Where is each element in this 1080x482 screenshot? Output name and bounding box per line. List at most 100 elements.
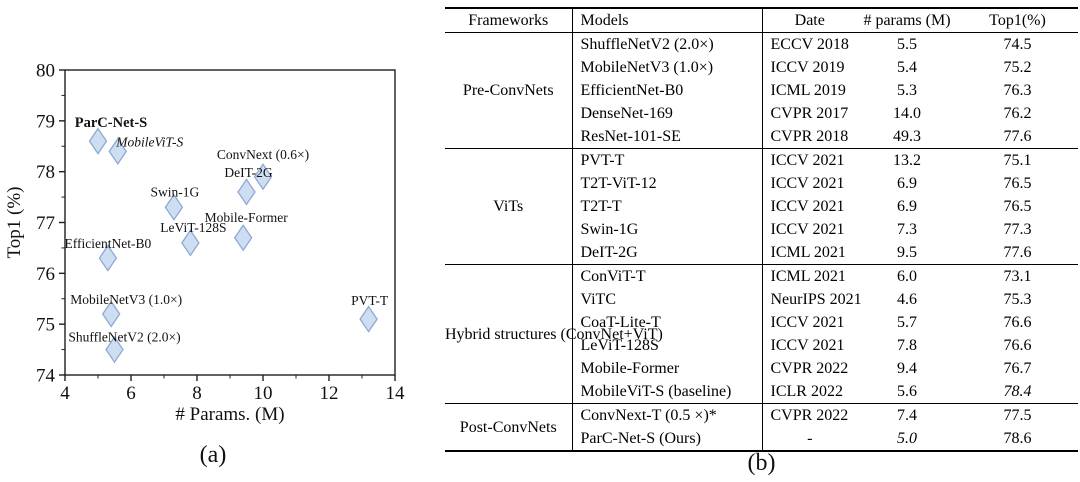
top1-cell: 77.3 [1003, 221, 1032, 238]
data-point-marker [98, 244, 118, 272]
table-row: Hybrid structures (ConvNet+ViT) ConViT-T I… [445, 264, 1078, 404]
data-point-marker [233, 224, 253, 252]
model-cell: DeIT-2G [572, 241, 763, 265]
params-cell: 49.3 [893, 128, 921, 145]
date-cell: ICCV 2021 [770, 198, 845, 215]
data-point-marker [88, 127, 108, 155]
model-cell: ShuffleNetV2 (2.0×) [572, 32, 763, 56]
data-point-marker [108, 137, 128, 165]
params-cell: 7.3 [897, 221, 917, 238]
data-point-marker [237, 178, 256, 206]
top1-cell: 76.6 [1003, 314, 1032, 331]
params-cell: 5.3 [897, 82, 917, 99]
data-point-label: Swin-1G [151, 184, 200, 199]
top1-cell: 73.1 [957, 264, 1078, 288]
top1-cell: 74.5 [957, 32, 1078, 56]
params-cell: 5.4 [897, 59, 917, 76]
model-cell: ViTC [572, 288, 763, 311]
model-cell: ConvNext-T (0.5 ×)* [572, 403, 763, 427]
data-point-label: ParC-Net-S [75, 115, 147, 131]
model-cell: MobileViT-S (baseline) [572, 380, 763, 404]
top1-cell: 76.5 [1003, 198, 1032, 215]
x-tick-label: 10 [254, 383, 273, 404]
x-tick-label: 6 [126, 383, 136, 404]
params-cell: 6.9 [897, 198, 917, 215]
date-cell: ICCV 2021 [770, 175, 845, 192]
date-cell: ICCV 2021 [770, 221, 845, 238]
model-cell: EfficientNet-B0 [572, 79, 763, 102]
params-cell: 6.0 [857, 264, 957, 288]
data-point-label: Mobile-Former [205, 210, 289, 225]
table-row: ViTs PVT-T ICCV 2021 13.2 75.1 [445, 148, 1078, 265]
date-cell: NeurIPS 2021 [770, 291, 862, 308]
framework-cell: Hybrid structures (ConvNet+ViT) [445, 264, 663, 404]
top1-cell: 77.6 [1003, 244, 1032, 261]
table-row: ViTC NeurIPS 2021 4.6 75.3 [445, 288, 1078, 311]
params-cell: 5.0 [897, 430, 917, 447]
top1-cell: 76.7 [1003, 360, 1032, 377]
model-cell: T2T-T [572, 195, 763, 218]
top1-cell: 76.5 [1003, 175, 1032, 192]
y-tick-label: 77 [36, 213, 55, 234]
model-cell: MobileNetV3 (1.0×) [572, 56, 763, 79]
scatter-plot: 4 6 8 10 12 14 74 75 76 77 78 79 80 # Params. (M) Top1… [4, 61, 405, 426]
top1-cell: 76.3 [1003, 82, 1032, 99]
model-cell: Swin-1G [572, 218, 763, 241]
y-tick-label: 79 [36, 111, 55, 132]
params-cell: 14.0 [893, 105, 921, 122]
params-cell: 9.5 [897, 244, 917, 261]
date-cell: ICCV 2021 [770, 337, 845, 354]
data-point-marker [105, 335, 124, 364]
header-frameworks: Frameworks [445, 8, 573, 33]
date-cell: CVPR 2018 [770, 128, 849, 145]
date-cell: ICCV 2021 [762, 148, 857, 172]
data-point-label: EfficientNet-B0 [65, 236, 152, 251]
data-point-marker [359, 305, 378, 333]
y-axis-label: Top1 (%) [4, 186, 25, 258]
table-row: MobileViT-S (baseline) ICLR 2022 5.6 78.4 [445, 380, 1078, 404]
x-tick-label: 8 [192, 383, 202, 404]
date-cell: ICCV 2021 [770, 314, 845, 331]
table-row: DenseNet-169 CVPR 2017 14.0 76.2 [445, 102, 1078, 125]
params-cell: 5.5 [857, 32, 957, 56]
table-row: Post-ConvNets ConvNext-T (0.5 ×)* CVPR 202… [445, 403, 1078, 451]
params-cell: 5.6 [897, 383, 917, 400]
date-cell: ECCV 2018 [762, 32, 857, 56]
panel-b-caption: (b) [747, 450, 776, 476]
model-cell: ResNet-101-SE [572, 125, 763, 149]
model-cell: PVT-T [572, 148, 763, 172]
table-row: EfficientNet-B0 ICML 2019 5.3 76.3 [445, 79, 1078, 102]
top1-cell: 76.2 [1003, 105, 1032, 122]
model-cell: T2T-ViT-12 [572, 172, 763, 195]
table-row: ResNet-101-SE CVPR 2018 49.3 77.6 [445, 125, 1078, 149]
top1-cell: 77.6 [1003, 128, 1032, 145]
y-tick-label: 78 [36, 162, 55, 183]
header-models: Models [572, 8, 763, 33]
y-tick-label: 75 [36, 315, 55, 336]
framework-cell: Post-ConvNets [445, 403, 573, 451]
params-cell: 7.4 [857, 403, 957, 427]
table-row: Swin-1G ICCV 2021 7.3 77.3 [445, 218, 1078, 241]
table-header-row: Frameworks Models Date # params (M) Top1… [445, 8, 1078, 33]
y-tick-label: 80 [36, 61, 55, 82]
framework-cell: ViTs [445, 148, 573, 265]
params-cell: 5.7 [897, 314, 917, 331]
params-cell: 4.6 [897, 291, 917, 308]
x-tick-label: 4 [60, 383, 70, 404]
results-table: Frameworks Models Date # params (M) Top1… [445, 7, 1078, 452]
data-point-marker [253, 163, 273, 191]
table-row: LeViT-128S ICCV 2021 7.8 76.6 [445, 334, 1078, 357]
data-point-label: ShuffleNetV2 (2.0×) [68, 330, 180, 345]
table-row: Mobile-Former CVPR 2022 9.4 76.7 [445, 357, 1078, 380]
date-cell: CVPR 2022 [770, 360, 849, 377]
model-cell: ConViT-T [572, 264, 763, 288]
params-cell: 13.2 [857, 148, 957, 172]
top1-cell: 76.6 [1003, 337, 1032, 354]
y-tick-label: 76 [36, 264, 55, 285]
data-point-marker [181, 229, 200, 257]
table-row: T2T-ViT-12 ICCV 2021 6.9 76.5 [445, 172, 1078, 195]
date-cell: CVPR 2022 [762, 403, 857, 427]
top1-cell: 75.2 [1003, 59, 1032, 76]
params-cell: 7.8 [897, 337, 917, 354]
